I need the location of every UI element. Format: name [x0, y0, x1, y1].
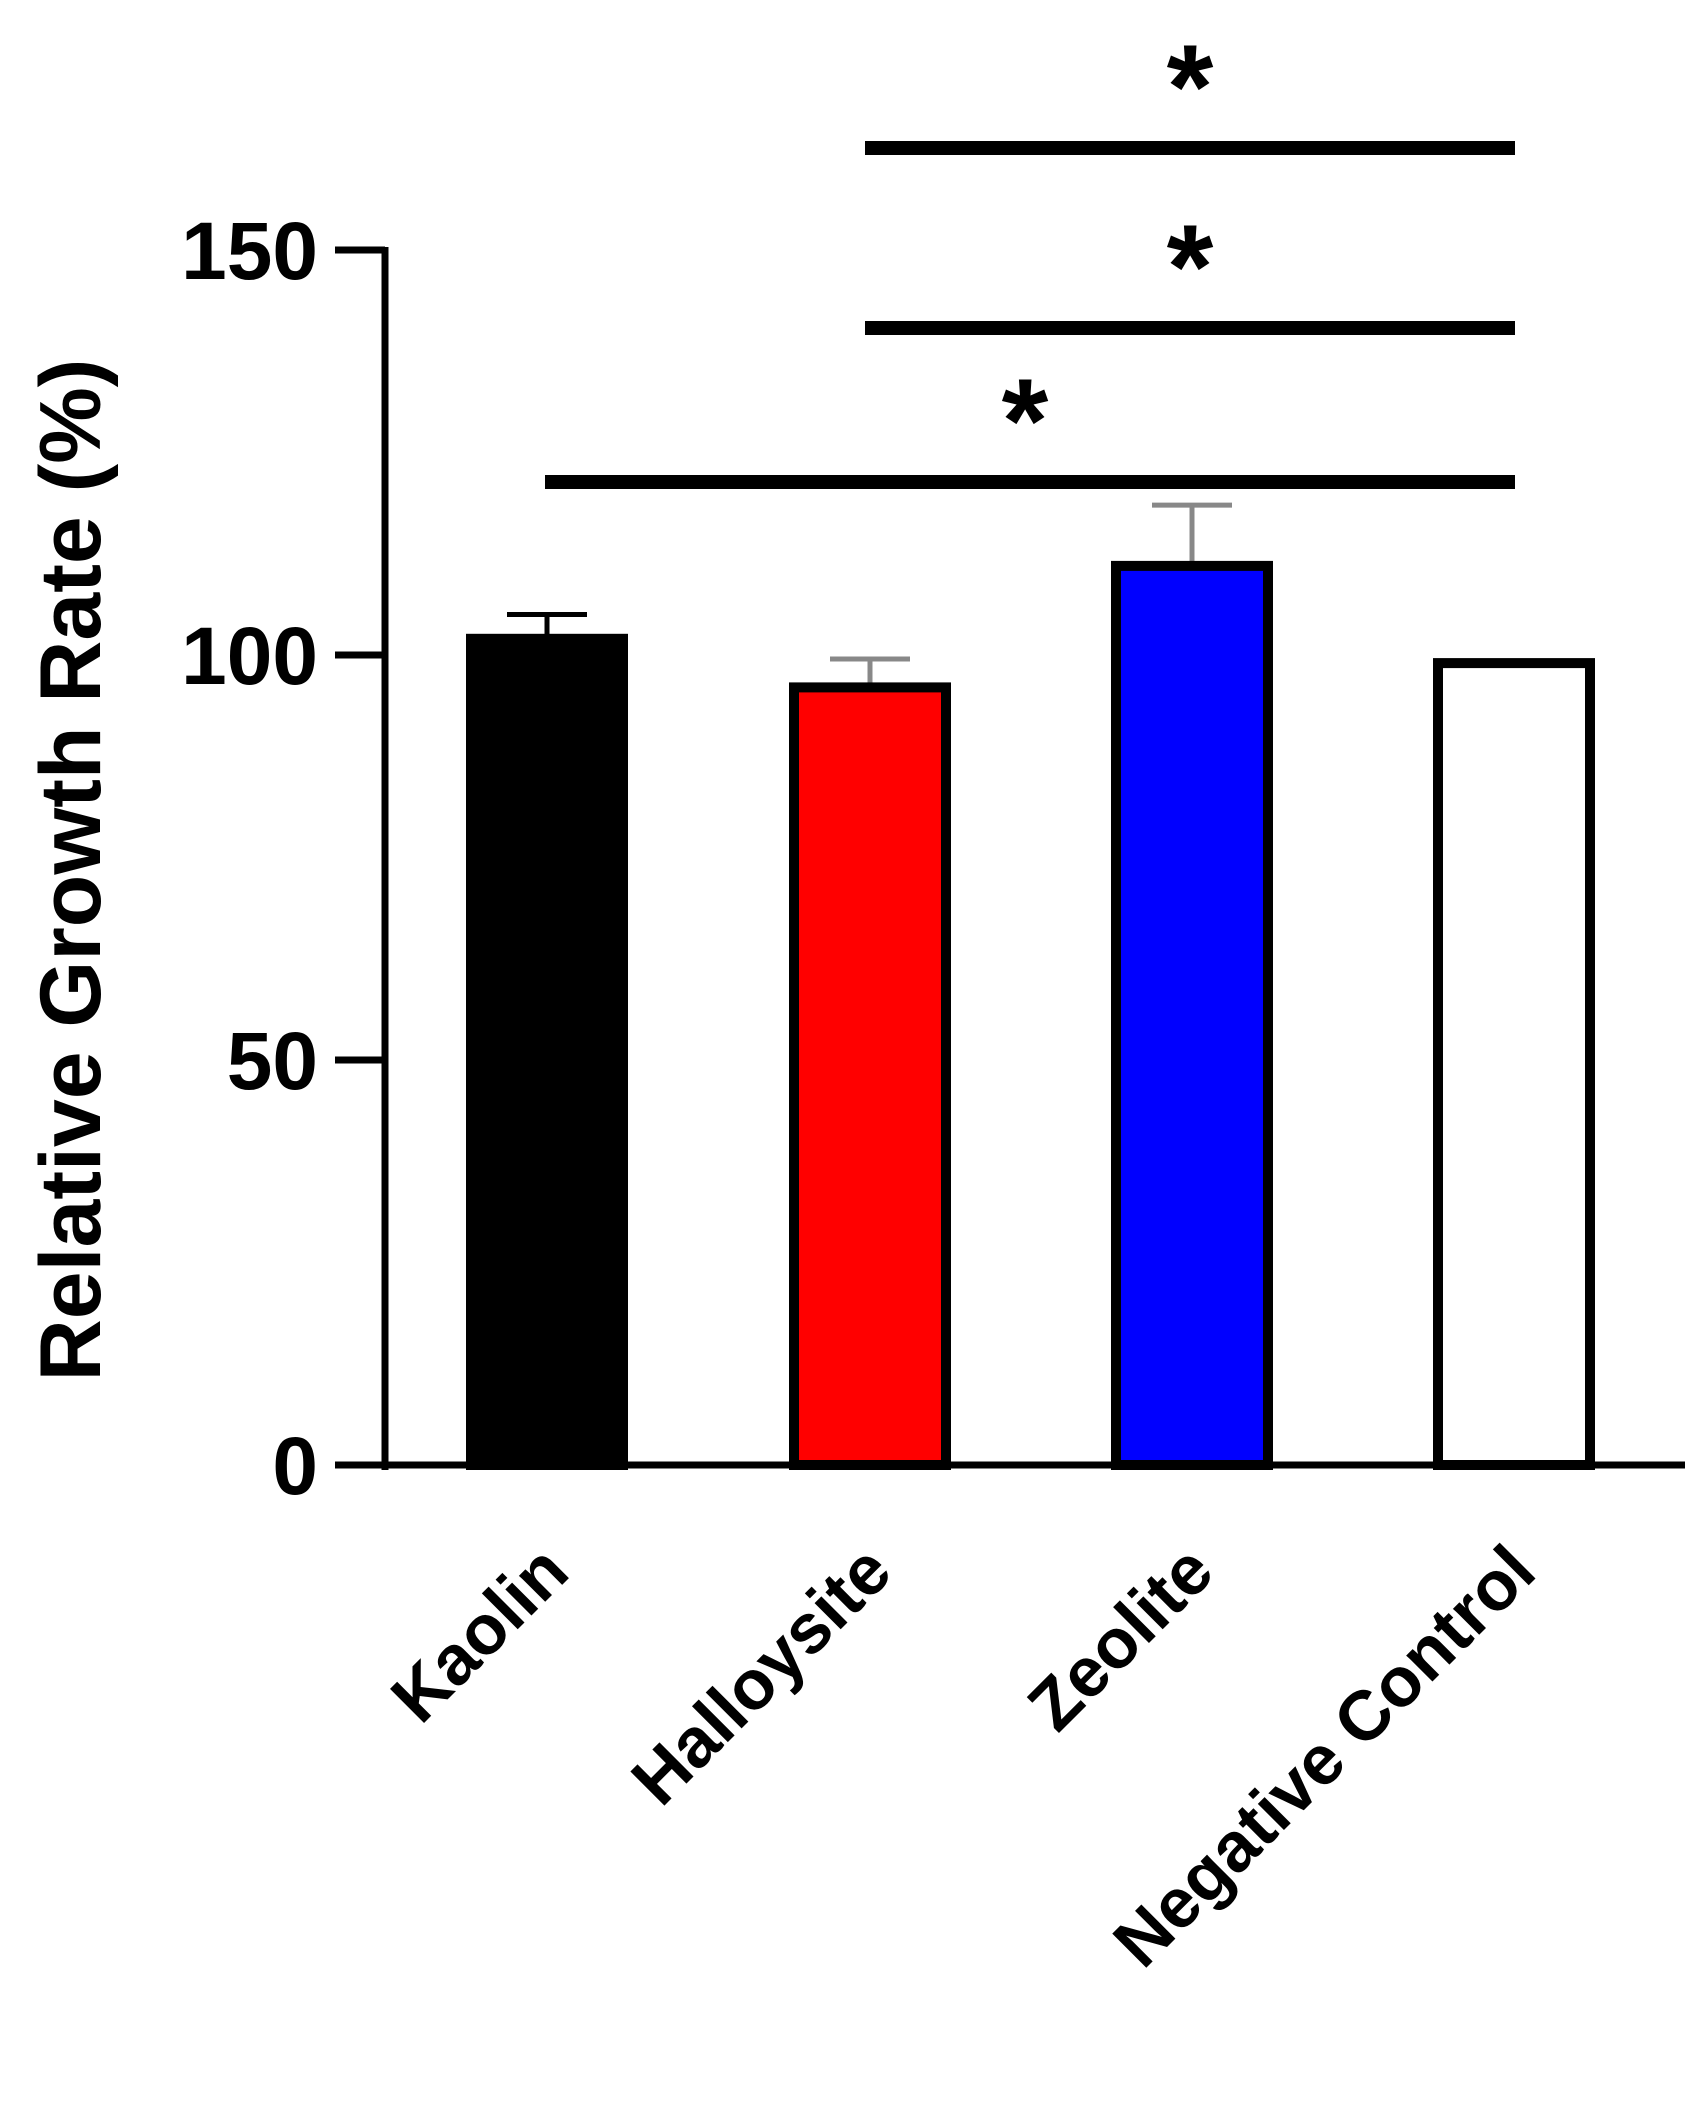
y-tick-label: 100 — [181, 611, 318, 702]
significance-star: * — [1002, 354, 1049, 488]
y-tick-label: 50 — [227, 1016, 318, 1107]
y-axis-title: Relative Growth Rate (%) — [23, 359, 119, 1382]
bar-zeolite — [1111, 560, 1273, 1470]
bar-kaolin — [466, 633, 628, 1470]
significance-star: * — [1167, 20, 1214, 154]
y-axis: 0 50 100 150 — [181, 206, 1685, 1512]
significance-annotations: * * * — [545, 20, 1515, 489]
x-tick-label: Zeolite — [1013, 1530, 1228, 1745]
x-tick-label: Kaolin — [376, 1530, 582, 1736]
bar-halloysite — [789, 682, 951, 1470]
x-tick-label: Halloysite — [617, 1530, 906, 1819]
significance-star: * — [1167, 200, 1214, 334]
bars — [466, 502, 1595, 1470]
bar-negative-control — [1433, 658, 1595, 1470]
y-tick-label: 0 — [272, 1421, 318, 1512]
y-tick-label: 150 — [181, 206, 318, 297]
